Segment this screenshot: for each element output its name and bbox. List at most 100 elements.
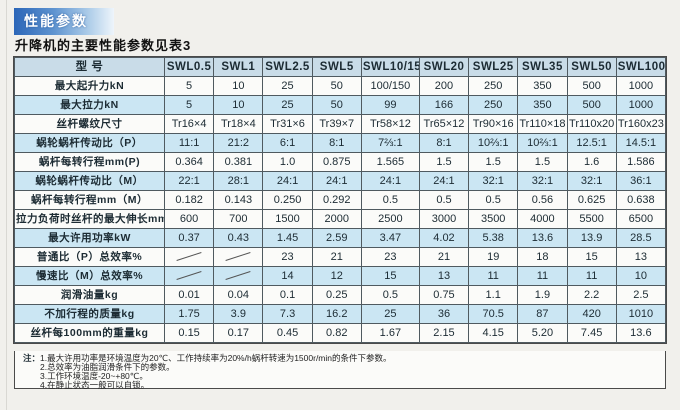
- value-cell: 25: [360, 304, 420, 324]
- value-cell: 1.67: [360, 323, 420, 343]
- value-cell: 1.1: [468, 285, 519, 305]
- value-cell: 12: [311, 266, 362, 286]
- value-cell: 24:1: [418, 171, 470, 191]
- header-row: 型 号 SWL0.5 SWL1 SWL2.5 SWL5 SWL10/15 SWL20 SWL2…: [14, 57, 667, 77]
- value-cell: 0.04: [213, 285, 264, 305]
- value-cell: 14.5:1: [615, 133, 667, 153]
- value-cell: 6:1: [262, 133, 313, 153]
- value-cell: 0.5: [360, 285, 420, 305]
- value-cell: 4000: [517, 209, 568, 229]
- row-label: 慢速比（M）总效率%: [14, 266, 165, 286]
- note-line: 1.最大许用功率是环境温度为20℃、工作持续率为20%/h蜗杆转速为1500r/…: [40, 353, 392, 363]
- table-caption: 升降机的主要性能参数见表3: [15, 38, 192, 53]
- value-cell: 32:1: [566, 171, 617, 191]
- table-row: 普通比（P）总效率% 23 21 23 21 19 18 15 13: [14, 247, 667, 267]
- row-label: 丝杆每100mm的重量kg: [14, 323, 165, 343]
- value-cell: 100/150: [360, 76, 420, 96]
- value-cell: 2.2: [566, 285, 617, 305]
- table-row: 蜗杆每转行程mm（M） 0.182 0.143 0.250 0.292 0.5 0.5 0.5…: [14, 190, 667, 210]
- value-cell: 420: [566, 304, 617, 324]
- note-line: 3.工作环境温度-20~+80℃。: [40, 371, 148, 381]
- value-cell: 600: [163, 209, 215, 229]
- value-cell: 11: [517, 266, 568, 286]
- value-cell: 0.381: [213, 152, 264, 172]
- value-cell: 7.3: [262, 304, 313, 324]
- value-cell: 32:1: [468, 171, 519, 191]
- no-data-slash-icon: [176, 252, 202, 261]
- value-cell: 50: [311, 95, 362, 115]
- value-cell: 28.5: [615, 228, 667, 248]
- value-cell: 3000: [418, 209, 470, 229]
- value-cell: 5: [163, 76, 215, 96]
- value-cell: 1.5: [517, 152, 568, 172]
- value-cell: 23: [262, 247, 313, 267]
- value-cell: 10⅔:1: [517, 133, 568, 153]
- value-cell: 0.56: [517, 190, 568, 210]
- value-cell: Tr39×7: [311, 114, 362, 134]
- no-data-slash-icon: [225, 271, 251, 280]
- value-cell: 2000: [311, 209, 362, 229]
- value-cell: 1.586: [615, 152, 667, 172]
- table-row: 蜗杆每转行程mm(P) 0.364 0.381 1.0 0.875 1.565 1.5 1.5…: [14, 152, 667, 172]
- value-cell: 6500: [615, 209, 667, 229]
- value-cell: 1.0: [262, 152, 313, 172]
- value-cell: [213, 266, 264, 286]
- value-cell: 0.5: [360, 190, 420, 210]
- value-cell: 12.5:1: [566, 133, 617, 153]
- note-line: 2.总效率为油脂润滑条件下的参数。: [40, 362, 175, 372]
- section-badge: 性能参数: [14, 8, 114, 35]
- row-label: 最大拉力kN: [14, 95, 165, 115]
- value-cell: Tr160x23: [615, 114, 667, 134]
- value-cell: 24:1: [360, 171, 420, 191]
- value-cell: 15: [360, 266, 420, 286]
- value-cell: 36:1: [615, 171, 667, 191]
- value-cell: 8:1: [311, 133, 362, 153]
- model-header-cell: 型 号: [14, 57, 165, 77]
- row-label: 最大起升力kN: [14, 76, 165, 96]
- table-row: 最大拉力kN 5 10 25 50 99 166 250 350 500 1000: [14, 95, 667, 115]
- value-cell: 4.15: [468, 323, 519, 343]
- model-column-header: SWL0.5: [163, 57, 215, 77]
- scan-edge-line: [6, 0, 7, 410]
- value-cell: 0.45: [262, 323, 313, 343]
- value-cell: 24:1: [311, 171, 362, 191]
- value-cell: 1.5: [418, 152, 470, 172]
- value-cell: 1.565: [360, 152, 420, 172]
- model-column-header: SWL2.5: [262, 57, 313, 77]
- value-cell: 0.638: [615, 190, 667, 210]
- value-cell: 16.2: [311, 304, 362, 324]
- value-cell: 1.5: [468, 152, 519, 172]
- value-cell: 18: [517, 247, 568, 267]
- value-cell: 13: [418, 266, 470, 286]
- table-row: 最大起升力kN 5 10 25 50 100/150 200 250 350 500 1000: [14, 76, 667, 96]
- table-row: 蜗轮蜗杆传动比（M） 22:1 28:1 24:1 24:1 24:1 24:1 32:1 32…: [14, 171, 667, 191]
- row-label: 不加行程的质量kg: [14, 304, 165, 324]
- value-cell: 5500: [566, 209, 617, 229]
- value-cell: Tr110x20: [566, 114, 617, 134]
- value-cell: 28:1: [213, 171, 264, 191]
- model-column-header: SWL20: [418, 57, 470, 77]
- value-cell: Tr31×6: [262, 114, 313, 134]
- spec-table-body: 最大起升力kN 5 10 25 50 100/150 200 250 350 500 1000 最大拉…: [14, 76, 667, 343]
- value-cell: 21:2: [213, 133, 264, 153]
- value-cell: 50: [311, 76, 362, 96]
- value-cell: 25: [262, 95, 313, 115]
- value-cell: [163, 247, 215, 267]
- value-cell: 0.1: [262, 285, 313, 305]
- row-label: 普通比（P）总效率%: [14, 247, 165, 267]
- value-cell: 3.47: [360, 228, 420, 248]
- value-cell: 1.45: [262, 228, 313, 248]
- value-cell: 0.82: [311, 323, 362, 343]
- value-cell: 36: [418, 304, 470, 324]
- value-cell: 24:1: [262, 171, 313, 191]
- value-cell: 23: [360, 247, 420, 267]
- value-cell: 10: [213, 95, 264, 115]
- table-row: 拉力负荷时丝杆的最大伸长mm 600 700 1500 2000 2500 3000 3500…: [14, 209, 667, 229]
- table-row: 丝杆螺纹尺寸 Tr16×4 Tr18×4 Tr31×6 Tr39×7 Tr58×12 Tr6…: [14, 114, 667, 134]
- value-cell: 8:1: [418, 133, 470, 153]
- value-cell: 21: [311, 247, 362, 267]
- value-cell: 32:1: [517, 171, 568, 191]
- value-cell: 2.59: [311, 228, 362, 248]
- value-cell: Tr58×12: [360, 114, 420, 134]
- value-cell: 70.5: [468, 304, 519, 324]
